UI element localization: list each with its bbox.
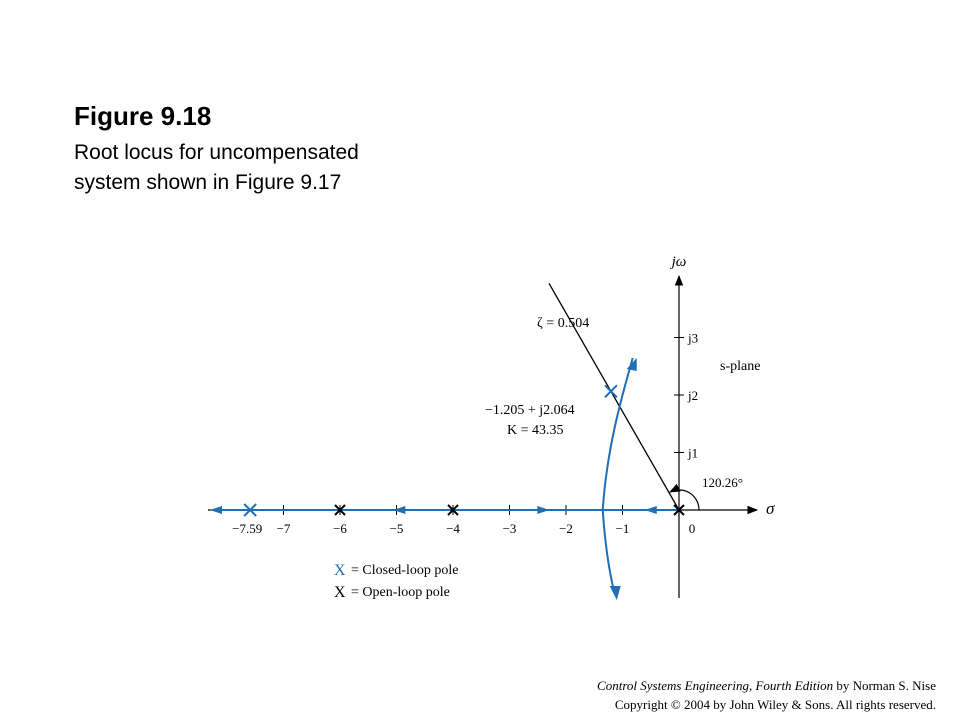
real-tick-label: −1	[616, 521, 630, 536]
real-tick-label: −5	[390, 521, 404, 536]
book-title: Control Systems Engineering, Fourth Edit…	[597, 678, 834, 693]
angle-label: 120.26°	[702, 475, 743, 490]
locus-lower-branch	[601, 509, 616, 595]
real-tick-label: −7	[277, 521, 291, 536]
legend-open-marker: X	[334, 584, 346, 601]
real-tick-label: −6	[333, 521, 347, 536]
real-tick-label: −4	[446, 521, 460, 536]
axes	[208, 274, 759, 598]
zeta-label: ζ = 0.504	[537, 316, 589, 331]
open-loop-pole-marker	[334, 504, 346, 516]
real-tick-label: −2	[559, 521, 573, 536]
s-plane-label: s-plane	[720, 359, 760, 374]
caption-line-2: system shown in Figure 9.17	[74, 171, 342, 194]
locus-arrow-left	[210, 506, 222, 514]
figure-caption: Root locus for uncompensated system show…	[74, 138, 494, 198]
locus-arrow	[644, 506, 657, 514]
closed-loop-pole-marker	[243, 503, 257, 517]
open-loop-pole-marker	[447, 504, 459, 516]
figure-title: Figure 9.18	[74, 101, 212, 131]
open-loop-pole-marker	[673, 504, 685, 516]
imag-tick-label: j1	[687, 446, 698, 461]
real-tick-label: 0	[689, 521, 696, 536]
jw-axis-label: jω	[670, 254, 687, 270]
real-tick-label-7-59: −7.59	[232, 521, 262, 536]
locus-arrow-down	[609, 586, 621, 600]
pole-markers	[243, 384, 685, 517]
locus-arrow-up	[626, 358, 637, 371]
legend: X = Closed-loop pole X = Open-loop pole	[334, 562, 458, 601]
locus-upper-branch	[601, 357, 634, 511]
pole-coordinate-label: −1.205 + j2.064	[485, 403, 575, 418]
plot-labels: −7 −6 −5 −4 −3 −2 −1 0 −7.59 j1 j2 j3 jω σ s-plane ζ = …	[232, 254, 775, 536]
caption-line-1: Root locus for uncompensated	[74, 141, 359, 164]
sigma-axis-label: σ	[766, 499, 775, 518]
imag-tick-label: j2	[687, 388, 698, 403]
locus-arrow	[537, 506, 550, 514]
closed-loop-pole-marker	[604, 384, 618, 399]
credits-line-2: Copyright © 2004 by John Wiley & Sons. A…	[614, 697, 936, 712]
gain-label: K = 43.35	[507, 423, 564, 438]
angle-arc	[669, 483, 700, 511]
zeta-line	[548, 282, 680, 511]
legend-closed-text: = Closed-loop pole	[351, 563, 458, 578]
credits: Control Systems Engineering, Fourth Edit…	[597, 676, 936, 714]
book-author: by Norman S. Nise	[833, 678, 936, 693]
credits-line-1: Control Systems Engineering, Fourth Edit…	[597, 676, 936, 695]
locus-branches	[210, 282, 700, 600]
legend-closed-marker: X	[334, 562, 346, 579]
real-tick-label: −3	[503, 521, 517, 536]
legend-open-text: = Open-loop pole	[351, 585, 450, 600]
imag-tick-label: j3	[687, 331, 698, 346]
locus-arrow	[393, 506, 406, 514]
